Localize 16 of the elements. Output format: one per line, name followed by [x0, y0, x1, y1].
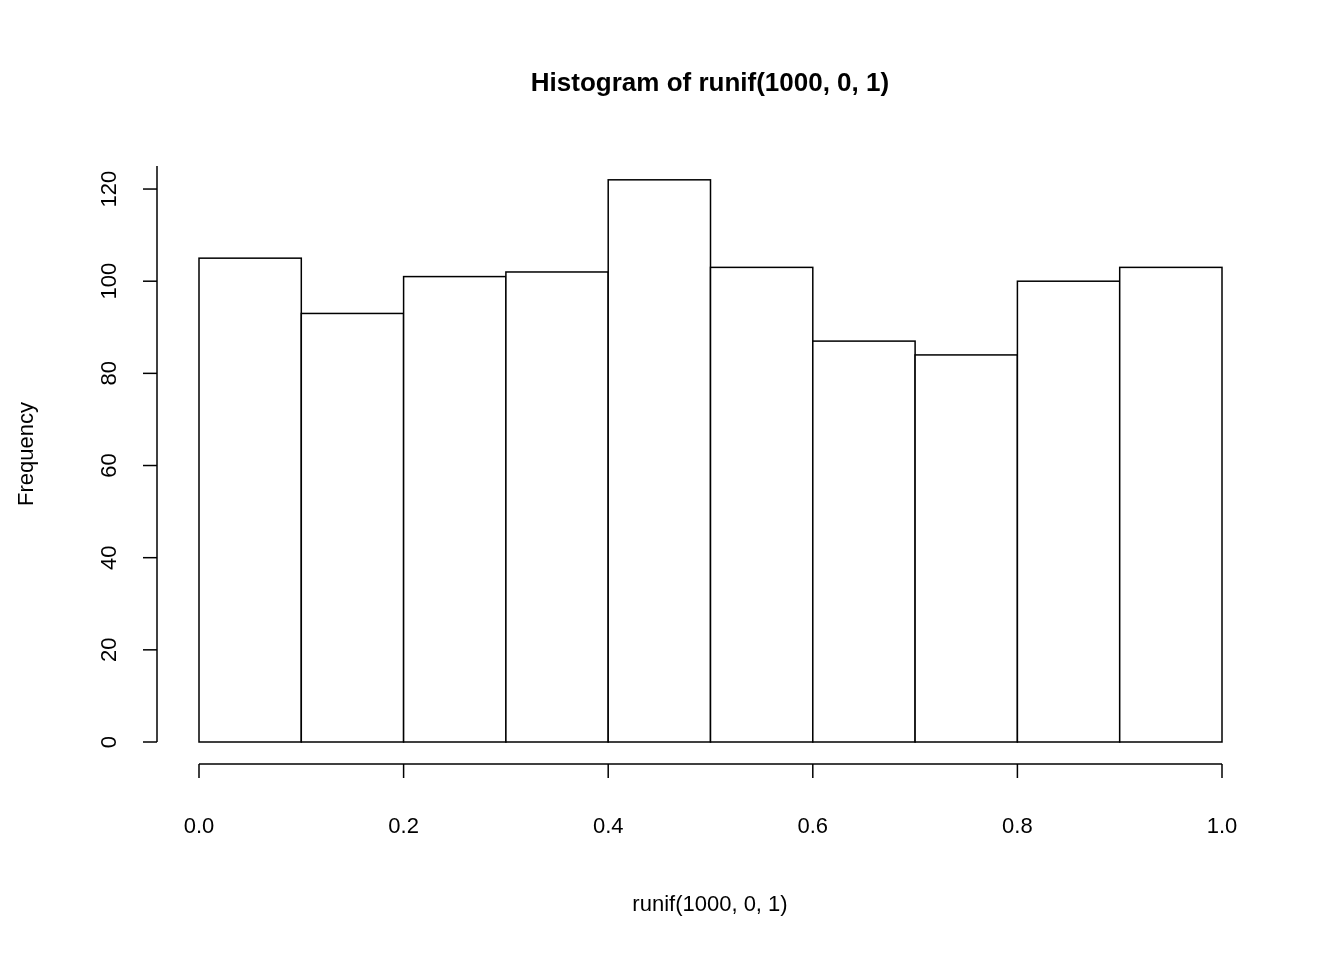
x-tick-label: 0.2: [388, 812, 419, 838]
y-axis-title: Frequency: [12, 402, 38, 506]
y-tick-label: 80: [95, 361, 121, 386]
y-tick-label: 20: [95, 637, 121, 663]
y-tick-label: 0: [95, 735, 121, 749]
y-tick-label: 60: [95, 453, 121, 478]
y-tick-label: 100: [95, 262, 121, 300]
x-tick-label: 0.4: [592, 812, 624, 838]
x-tick-label: 0.0: [183, 812, 215, 838]
x-tick-label: 0.6: [797, 812, 829, 838]
x-tick-label: 1.0: [1206, 812, 1238, 838]
x-tick-label: 0.8: [1002, 812, 1033, 838]
y-tick-label: 40: [95, 545, 121, 570]
chart-title: Histogram of runif(1000, 0, 1): [530, 67, 890, 97]
x-axis-title: runif(1000, 0, 1): [632, 890, 788, 916]
y-tick-label: 120: [95, 170, 121, 208]
